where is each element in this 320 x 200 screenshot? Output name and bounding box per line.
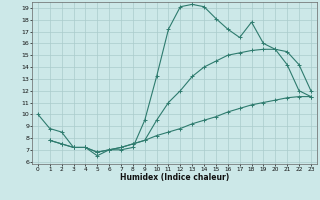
X-axis label: Humidex (Indice chaleur): Humidex (Indice chaleur) xyxy=(120,173,229,182)
